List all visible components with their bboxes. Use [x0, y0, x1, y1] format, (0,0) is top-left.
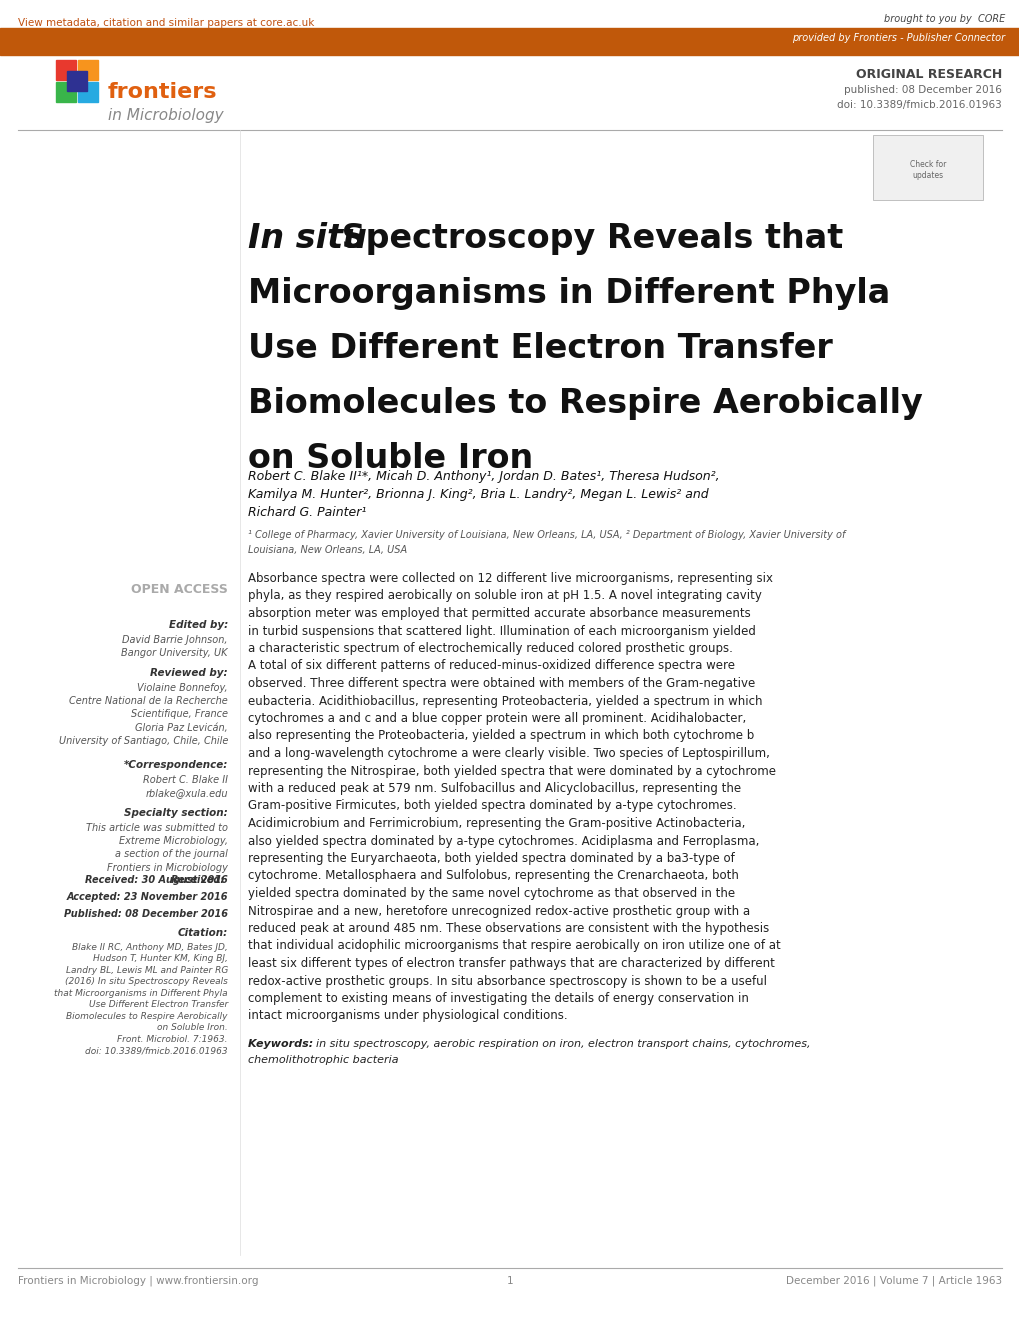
- Text: in turbid suspensions that scattered light. Illumination of each microorganism y: in turbid suspensions that scattered lig…: [248, 625, 755, 638]
- Text: David Barrie Johnson,
Bangor University, UK: David Barrie Johnson, Bangor University,…: [121, 635, 228, 658]
- Text: also yielded spectra dominated by a-type cytochromes. Acidiplasma and Ferroplasm: also yielded spectra dominated by a-type…: [248, 834, 758, 848]
- Text: yielded spectra dominated by the same novel cytochrome as that observed in the: yielded spectra dominated by the same no…: [248, 886, 735, 900]
- Text: published: 08 December 2016: published: 08 December 2016: [844, 85, 1001, 95]
- Text: complement to existing means of investigating the details of energy conservation: complement to existing means of investig…: [248, 992, 748, 1005]
- Text: a characteristic spectrum of electrochemically reduced colored prosthetic groups: a characteristic spectrum of electrochem…: [248, 642, 733, 655]
- Text: doi: 10.3389/fmicb.2016.01963: doi: 10.3389/fmicb.2016.01963: [837, 100, 1001, 109]
- Text: reduced peak at around 485 nm. These observations are consistent with the hypoth: reduced peak at around 485 nm. These obs…: [248, 922, 768, 934]
- Text: Robert C. Blake II
rblake@xula.edu: Robert C. Blake II rblake@xula.edu: [143, 776, 228, 798]
- Text: Keywords:: Keywords:: [248, 1039, 317, 1049]
- Text: representing the Nitrospirae, both yielded spectra that were dominated by a cyto: representing the Nitrospirae, both yield…: [248, 765, 775, 777]
- Text: representing the Euryarchaeota, both yielded spectra dominated by a ba3-type of: representing the Euryarchaeota, both yie…: [248, 852, 734, 865]
- Text: observed. Three different spectra were obtained with members of the Gram-negativ: observed. Three different spectra were o…: [248, 677, 754, 690]
- Text: Spectroscopy Reveals that: Spectroscopy Reveals that: [330, 222, 843, 255]
- Text: eubacteria. Acidithiobacillus, representing Proteobacteria, yielded a spectrum i: eubacteria. Acidithiobacillus, represent…: [248, 694, 762, 708]
- Text: Check for
updates: Check for updates: [909, 160, 946, 180]
- Text: Received: 30 August 2016: Received: 30 August 2016: [86, 874, 228, 885]
- Text: Robert C. Blake II¹*, Micah D. Anthony¹, Jordan D. Bates¹, Theresa Hudson²,: Robert C. Blake II¹*, Micah D. Anthony¹,…: [248, 470, 719, 483]
- Text: and a long-wavelength cytochrome a were clearly visible. Two species of Leptospi: and a long-wavelength cytochrome a were …: [248, 748, 769, 760]
- Text: Accepted: 23 November 2016: Accepted: 23 November 2016: [66, 892, 228, 902]
- Text: cytochromes a and c and a blue copper protein were all prominent. Acidihalobacte: cytochromes a and c and a blue copper pr…: [248, 712, 746, 725]
- Text: phyla, as they respired aerobically on soluble iron at pH 1.5. A novel integrati: phyla, as they respired aerobically on s…: [248, 590, 761, 602]
- Text: cytochrome. Metallosphaera and Sulfolobus, representing the Crenarchaeota, both: cytochrome. Metallosphaera and Sulfolobu…: [248, 869, 738, 882]
- Text: Nitrospirae and a new, heretofore unrecognized redox-active prosthetic group wit: Nitrospirae and a new, heretofore unreco…: [248, 905, 749, 917]
- Text: Published: 08 December 2016: Published: 08 December 2016: [64, 909, 228, 918]
- Text: Louisiana, New Orleans, LA, USA: Louisiana, New Orleans, LA, USA: [248, 545, 407, 555]
- Text: Violaine Bonnefoy,
Centre National de la Recherche
Scientifique, France
Gloria P: Violaine Bonnefoy, Centre National de la…: [58, 684, 228, 746]
- Text: 1: 1: [506, 1276, 513, 1286]
- Bar: [77, 60, 98, 80]
- Text: Use Different Electron Transfer: Use Different Electron Transfer: [248, 332, 832, 364]
- Text: Kamilya M. Hunter², Brionna J. King², Bria L. Landry², Megan L. Lewis² and: Kamilya M. Hunter², Brionna J. King², Br…: [248, 489, 708, 501]
- Text: Gram-positive Firmicutes, both yielded spectra dominated by a-type cytochromes.: Gram-positive Firmicutes, both yielded s…: [248, 800, 736, 813]
- Bar: [0, 28, 1019, 55]
- Text: Microorganisms in Different Phyla: Microorganisms in Different Phyla: [248, 276, 890, 310]
- Text: with a reduced peak at 579 nm. Sulfobacillus and Alicyclobacillus, representing : with a reduced peak at 579 nm. Sulfobaci…: [248, 782, 741, 796]
- Bar: [56, 81, 76, 101]
- Text: *Correspondence:: *Correspondence:: [123, 760, 228, 770]
- Bar: [56, 60, 76, 80]
- Bar: [872, 135, 982, 200]
- Text: Specialty section:: Specialty section:: [124, 808, 228, 818]
- Bar: [77, 81, 98, 101]
- Text: Richard G. Painter¹: Richard G. Painter¹: [248, 506, 366, 519]
- Text: redox-active prosthetic groups. In situ absorbance spectroscopy is shown to be a: redox-active prosthetic groups. In situ …: [248, 975, 766, 988]
- Text: in Microbiology: in Microbiology: [108, 108, 223, 123]
- Text: In situ: In situ: [248, 222, 367, 255]
- Text: Frontiers in Microbiology | www.frontiersin.org: Frontiers in Microbiology | www.frontier…: [18, 1276, 258, 1287]
- Text: This article was submitted to
Extreme Microbiology,
a section of the journal
Fro: This article was submitted to Extreme Mi…: [86, 822, 228, 873]
- Text: ORIGINAL RESEARCH: ORIGINAL RESEARCH: [855, 68, 1001, 81]
- Text: on Soluble Iron: on Soluble Iron: [248, 442, 533, 475]
- Text: Edited by:: Edited by:: [168, 619, 228, 630]
- Text: A total of six different patterns of reduced-minus-oxidized difference spectra w: A total of six different patterns of red…: [248, 659, 735, 673]
- Text: Citation:: Citation:: [177, 928, 228, 939]
- Text: chemolithotrophic bacteria: chemolithotrophic bacteria: [248, 1055, 398, 1065]
- Text: December 2016 | Volume 7 | Article 1963: December 2016 | Volume 7 | Article 1963: [785, 1276, 1001, 1287]
- Text: Reviewed by:: Reviewed by:: [150, 668, 228, 678]
- Text: Absorbance spectra were collected on 12 different live microorganisms, represent: Absorbance spectra were collected on 12 …: [248, 571, 772, 585]
- Text: Acidimicrobium and Ferrimicrobium, representing the Gram-positive Actinobacteria: Acidimicrobium and Ferrimicrobium, repre…: [248, 817, 745, 830]
- Text: ¹ College of Pharmacy, Xavier University of Louisiana, New Orleans, LA, USA, ² D: ¹ College of Pharmacy, Xavier University…: [248, 530, 845, 539]
- Text: View metadata, citation and similar papers at core.ac.uk: View metadata, citation and similar pape…: [18, 17, 314, 28]
- Text: frontiers: frontiers: [108, 81, 217, 101]
- Text: absorption meter was employed that permitted accurate absorbance measurements: absorption meter was employed that permi…: [248, 607, 750, 619]
- Bar: [67, 71, 87, 91]
- Text: Blake II RC, Anthony MD, Bates JD,
Hudson T, Hunter KM, King BJ,
Landry BL, Lewi: Blake II RC, Anthony MD, Bates JD, Hudso…: [54, 943, 228, 1055]
- Text: Biomolecules to Respire Aerobically: Biomolecules to Respire Aerobically: [248, 387, 922, 421]
- Text: intact microorganisms under physiological conditions.: intact microorganisms under physiologica…: [248, 1009, 567, 1023]
- Text: brought to you by  CORE: brought to you by CORE: [882, 13, 1004, 24]
- Text: also representing the Proteobacteria, yielded a spectrum in which both cytochrom: also representing the Proteobacteria, yi…: [248, 729, 753, 742]
- Text: Received:: Received:: [171, 874, 228, 885]
- Text: in situ spectroscopy, aerobic respiration on iron, electron transport chains, cy: in situ spectroscopy, aerobic respiratio…: [316, 1039, 810, 1049]
- Text: least six different types of electron transfer pathways that are characterized b: least six different types of electron tr…: [248, 957, 774, 971]
- Text: provided by Frontiers - Publisher Connector: provided by Frontiers - Publisher Connec…: [791, 33, 1004, 43]
- Text: that individual acidophilic microorganisms that respire aerobically on iron util: that individual acidophilic microorganis…: [248, 940, 780, 952]
- Text: OPEN ACCESS: OPEN ACCESS: [131, 583, 228, 595]
